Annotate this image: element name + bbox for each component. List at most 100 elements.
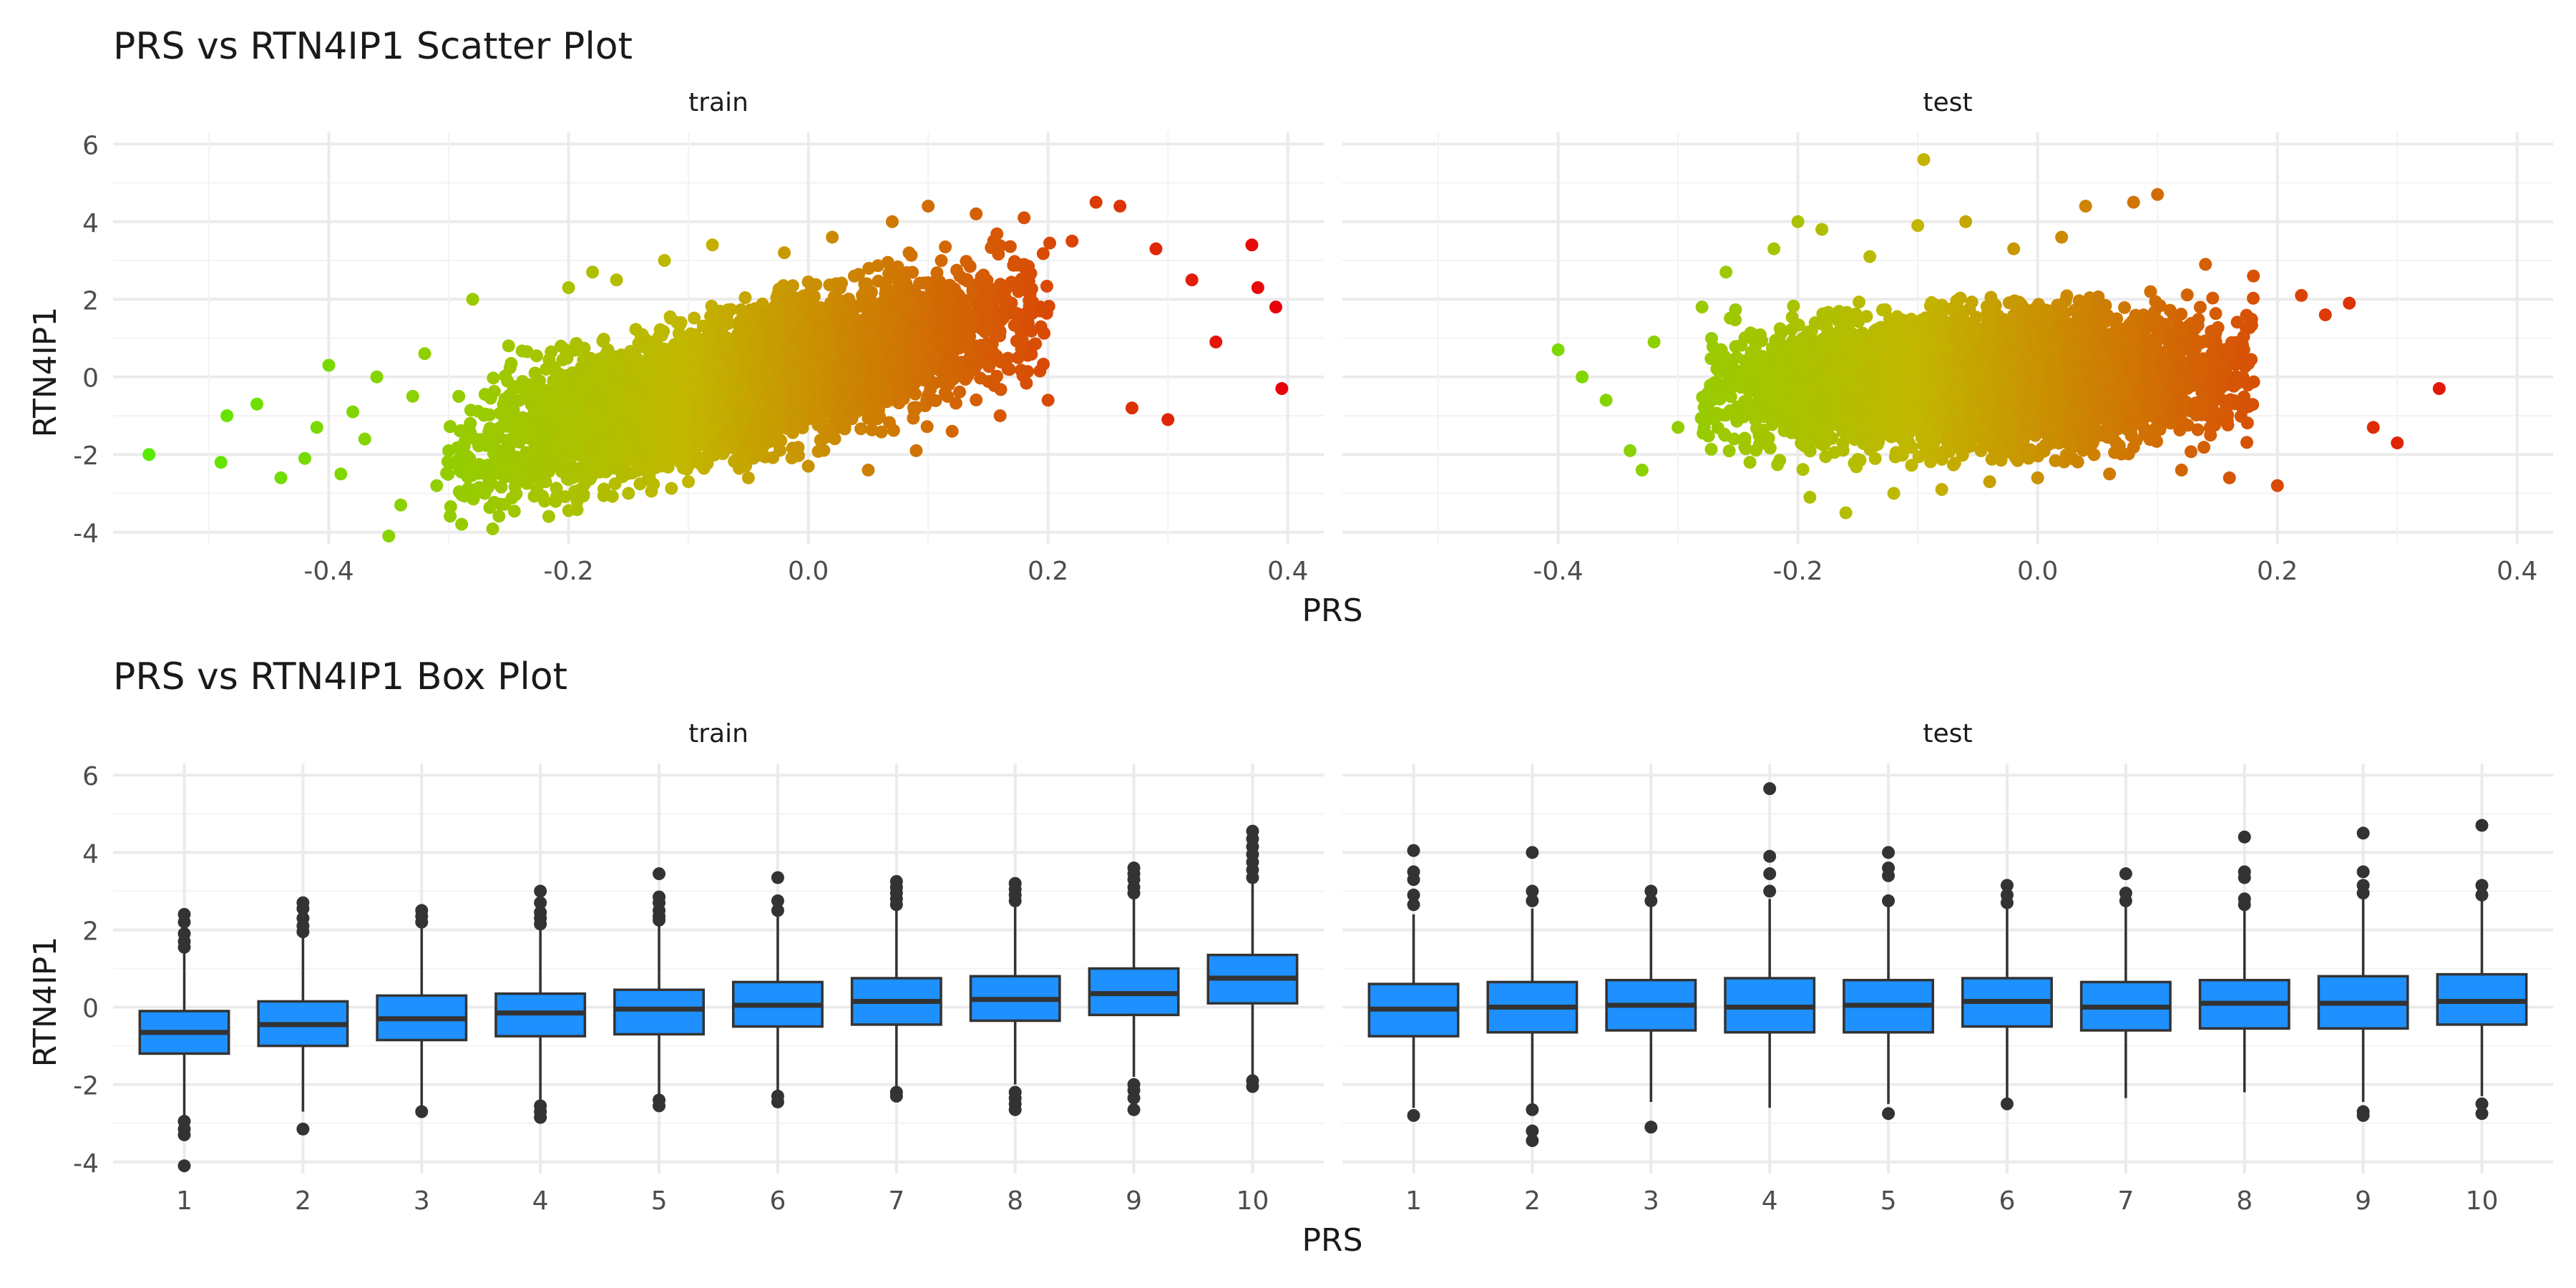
scatter-facet-label: train: [688, 88, 748, 117]
scatter-point: [479, 439, 492, 452]
scatter-point: [801, 287, 815, 301]
scatter-point: [494, 480, 508, 494]
scatter-point: [501, 441, 514, 455]
scatter-point: [694, 438, 708, 452]
scatter-point: [682, 348, 696, 361]
scatter-point: [610, 392, 623, 406]
scatter-point: [990, 369, 1004, 383]
scatter-point: [487, 371, 500, 385]
scatter-point: [892, 380, 905, 394]
scatter-point: [582, 470, 595, 484]
scatter-point: [836, 338, 850, 352]
scatter-point: [882, 416, 896, 429]
scatter-point: [1007, 258, 1020, 272]
scatter-point: [665, 482, 678, 495]
scatter-point: [943, 278, 957, 292]
scatter-point: [960, 255, 973, 268]
scatter-point: [909, 313, 923, 327]
scatter-point: [932, 283, 945, 296]
scatter-point: [939, 240, 952, 254]
scatter-point: [907, 411, 920, 425]
scatter-x-axis-label: PRS: [1302, 592, 1362, 629]
scatter-point: [791, 441, 805, 454]
scatter-point: [742, 396, 756, 409]
scatter-point: [545, 345, 558, 358]
scatter-point: [923, 309, 937, 323]
scatter-point: [641, 396, 655, 409]
scatter-point: [916, 371, 930, 385]
scatter-point: [712, 386, 726, 399]
scatter-point: [970, 393, 983, 406]
scatter-point: [440, 467, 454, 480]
scatter-point: [727, 441, 741, 454]
scatter-point: [578, 370, 592, 384]
scatter-point: [702, 328, 716, 342]
scatter-point: [854, 422, 868, 436]
scatter-point: [849, 376, 863, 390]
scatter-point: [444, 509, 457, 523]
scatter-point: [917, 276, 931, 290]
scatter-x-tick-label: 0.4: [1267, 557, 1308, 586]
scatter-x-tick-label: 0.0: [788, 557, 829, 586]
scatter-point: [624, 389, 638, 402]
scatter-point: [985, 241, 998, 255]
scatter-point: [564, 372, 577, 386]
scatter-point: [482, 462, 495, 475]
scatter-point: [862, 294, 875, 308]
scatter-point: [743, 317, 757, 331]
scatter-point: [982, 287, 996, 301]
scatter-point: [562, 504, 575, 517]
scatter-point: [658, 360, 671, 374]
scatter-point: [560, 421, 574, 434]
scatter-point: [643, 341, 657, 355]
scatter-point: [453, 453, 467, 467]
scatter-point: [479, 407, 492, 421]
scatter-y-tick-label: 2: [82, 286, 99, 316]
scatter-point: [892, 396, 906, 410]
scatter-point: [1038, 326, 1051, 340]
scatter-point: [444, 420, 457, 434]
scatter-point: [680, 367, 694, 381]
scatter-y-tick-label: -2: [73, 441, 99, 471]
scatter-point: [570, 405, 584, 419]
scatter-point: [542, 509, 555, 523]
scatter-point: [1024, 267, 1038, 280]
scatter-point: [611, 356, 625, 370]
scatter-point: [926, 393, 940, 406]
scatter-point: [677, 440, 691, 454]
scatter-point: [839, 351, 853, 364]
scatter-point: [966, 285, 980, 298]
scatter-point: [547, 363, 561, 376]
scatter-point: [860, 277, 874, 291]
scatter-point: [507, 504, 521, 518]
scatter-point: [871, 259, 884, 273]
scatter-point: [507, 421, 521, 434]
scatter-point: [970, 358, 984, 371]
scatter-point: [779, 363, 792, 376]
scatter-point: [960, 274, 974, 288]
scatter-point: [904, 248, 918, 262]
scatter-point: [990, 227, 1004, 240]
scatter-y-tick-label: 4: [82, 209, 99, 238]
scatter-point: [862, 411, 875, 425]
scatter-point: [1025, 324, 1038, 338]
scatter-point: [950, 301, 964, 314]
scatter-point: [519, 454, 533, 468]
scatter-point: [614, 441, 628, 455]
scatter-point: [796, 301, 809, 314]
scatter-point: [931, 295, 945, 308]
scatter-point: [596, 334, 610, 348]
scatter-point: [441, 455, 454, 469]
scatter-point: [673, 455, 687, 469]
scatter-point: [635, 366, 648, 380]
scatter-point: [550, 482, 563, 495]
scatter-point: [634, 327, 648, 341]
scatter-y-tick-label: -4: [73, 519, 99, 549]
scatter-point: [839, 316, 853, 330]
scatter-point: [1015, 333, 1029, 346]
scatter-point: [657, 324, 670, 338]
scatter-point: [674, 316, 688, 329]
scatter-point: [1003, 240, 1017, 253]
scatter-point: [1008, 318, 1021, 332]
